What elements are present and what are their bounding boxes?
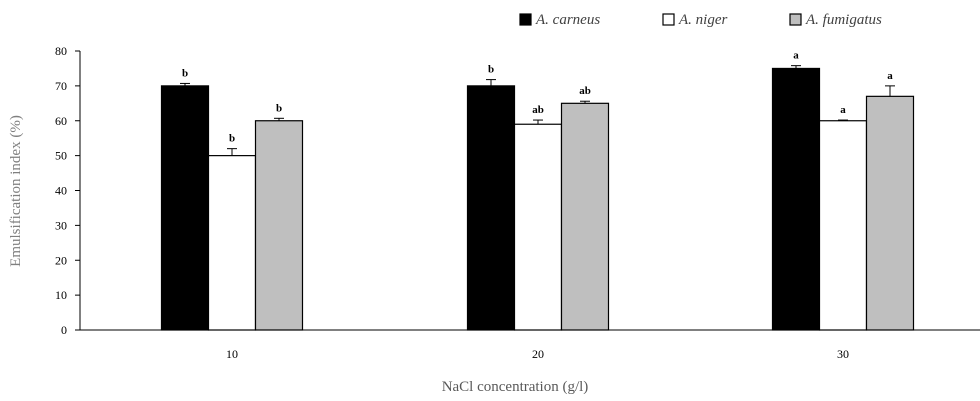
y-axis: 0 10 20 30 40 50 60 70 80 [55, 44, 81, 337]
significance-label: ab [579, 85, 591, 97]
y-axis-label: Emulsification index (%) [8, 115, 24, 267]
legend-label: A. fumigatus [805, 12, 882, 28]
y-tick-label: 40 [55, 184, 67, 198]
x-tick-label: 20 [532, 347, 544, 361]
bar [254, 120, 304, 331]
significance-label: a [887, 70, 893, 82]
y-tick-label: 70 [55, 79, 67, 93]
bar [560, 102, 610, 331]
significance-label: a [793, 50, 799, 62]
significance-label: ab [532, 104, 544, 116]
bar [160, 85, 210, 331]
bars: b b b b ab ab a a a [160, 50, 915, 331]
y-tick-label: 80 [55, 44, 67, 58]
legend-swatch [789, 13, 802, 26]
significance-label: a [840, 104, 846, 116]
x-axis: 10 20 30 [80, 329, 980, 361]
x-axis-label: NaCl concentration (g/l) [442, 379, 589, 395]
legend-label: A. carneus [535, 12, 600, 28]
bar [771, 67, 821, 331]
y-tick-label: 50 [55, 149, 67, 163]
significance-label: b [229, 133, 235, 145]
legend-swatch [519, 13, 532, 26]
legend-swatch [662, 13, 675, 26]
y-tick-label: 10 [55, 288, 67, 302]
x-tick-label: 30 [837, 347, 849, 361]
bar [207, 155, 257, 331]
bar [865, 95, 915, 331]
y-tick-label: 0 [61, 323, 67, 337]
y-tick-label: 30 [55, 218, 67, 232]
significance-label: b [182, 67, 188, 79]
legend-label: A. niger [678, 12, 727, 28]
legend: A. carneus A. niger A. fumigatus [519, 12, 882, 28]
significance-label: b [488, 64, 494, 76]
y-tick-label: 60 [55, 114, 67, 128]
y-tick-label: 20 [55, 253, 67, 267]
bar [818, 120, 868, 331]
significance-label: b [276, 102, 282, 114]
bar [466, 85, 516, 331]
x-tick-label: 10 [226, 347, 238, 361]
bar [513, 123, 563, 331]
